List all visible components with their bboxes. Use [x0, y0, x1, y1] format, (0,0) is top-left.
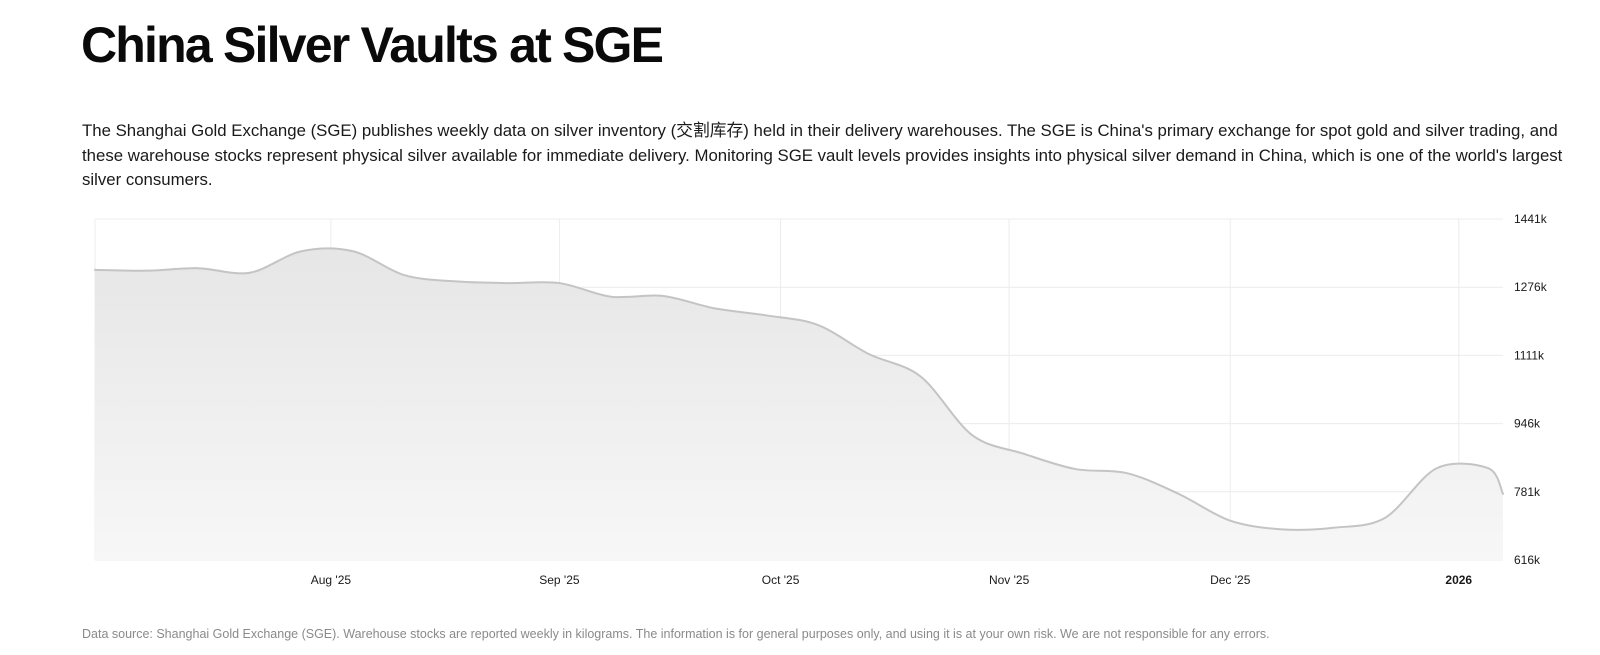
y-tick-label: 1441k: [1514, 212, 1548, 226]
data-source-note: Data source: Shanghai Gold Exchange (SGE…: [82, 627, 1270, 641]
series-line: [94, 247, 1504, 531]
data-point: [660, 293, 666, 299]
x-tick-label: 2026: [1445, 573, 1472, 587]
x-tick-label: Sep '25: [539, 573, 580, 587]
series-area-fill: [95, 248, 1503, 560]
data-point: [918, 373, 924, 379]
data-point: [969, 432, 975, 438]
line-layer: [92, 247, 1506, 532]
page-description: The Shanghai Gold Exchange (SGE) publish…: [82, 121, 1563, 189]
data-point: [763, 312, 769, 318]
area-layer: [95, 248, 1503, 560]
data-point: [1124, 470, 1130, 476]
y-tick-label: 946k: [1514, 417, 1541, 431]
x-tick-label: Oct '25: [762, 573, 800, 587]
data-point: [1382, 515, 1388, 521]
data-point: [1176, 491, 1182, 497]
chart-container: 1441k 1276k 1111k 946k 781k 616k Aug '25 Sep '…: [0, 200, 1600, 605]
data-point: [1279, 526, 1285, 532]
data-point: [866, 351, 872, 357]
data-point: [608, 294, 614, 300]
data-point: [1330, 525, 1336, 531]
data-point: [195, 265, 201, 271]
data-point: [505, 280, 511, 286]
data-point: [402, 272, 408, 278]
x-tick-label: Dec '25: [1210, 573, 1251, 587]
y-axis-ticks: 1441k 1276k 1111k 946k 781k 616k: [1514, 212, 1548, 567]
y-tick-label: 1111k: [1514, 348, 1545, 362]
data-point: [1227, 518, 1233, 524]
y-tick-label: 781k: [1514, 485, 1541, 499]
data-point: [556, 280, 562, 286]
x-tick-label: Nov '25: [989, 573, 1030, 587]
silver-vault-area-chart: 1441k 1276k 1111k 946k 781k 616k Aug '25 Sep '…: [92, 212, 1548, 587]
y-tick-label: 1276k: [1514, 280, 1548, 294]
data-point: [92, 267, 98, 273]
data-point: [814, 322, 820, 328]
data-point: [1434, 465, 1440, 471]
data-point: [711, 305, 717, 311]
data-point: [1072, 466, 1078, 472]
data-point: [453, 278, 459, 284]
page-title: China Silver Vaults at SGE: [81, 17, 664, 73]
x-axis-ticks: Aug '25 Sep '25 Oct '25 Nov '25 Dec '25 2026: [311, 573, 1473, 587]
data-point: [298, 248, 304, 254]
data-point: [350, 248, 356, 254]
data-point: [1485, 465, 1491, 471]
data-point: [247, 270, 253, 276]
data-point: [1021, 451, 1027, 457]
data-point: [144, 268, 150, 274]
data-point: [1500, 491, 1506, 497]
y-tick-label: 616k: [1514, 553, 1541, 567]
x-tick-label: Aug '25: [311, 573, 352, 587]
